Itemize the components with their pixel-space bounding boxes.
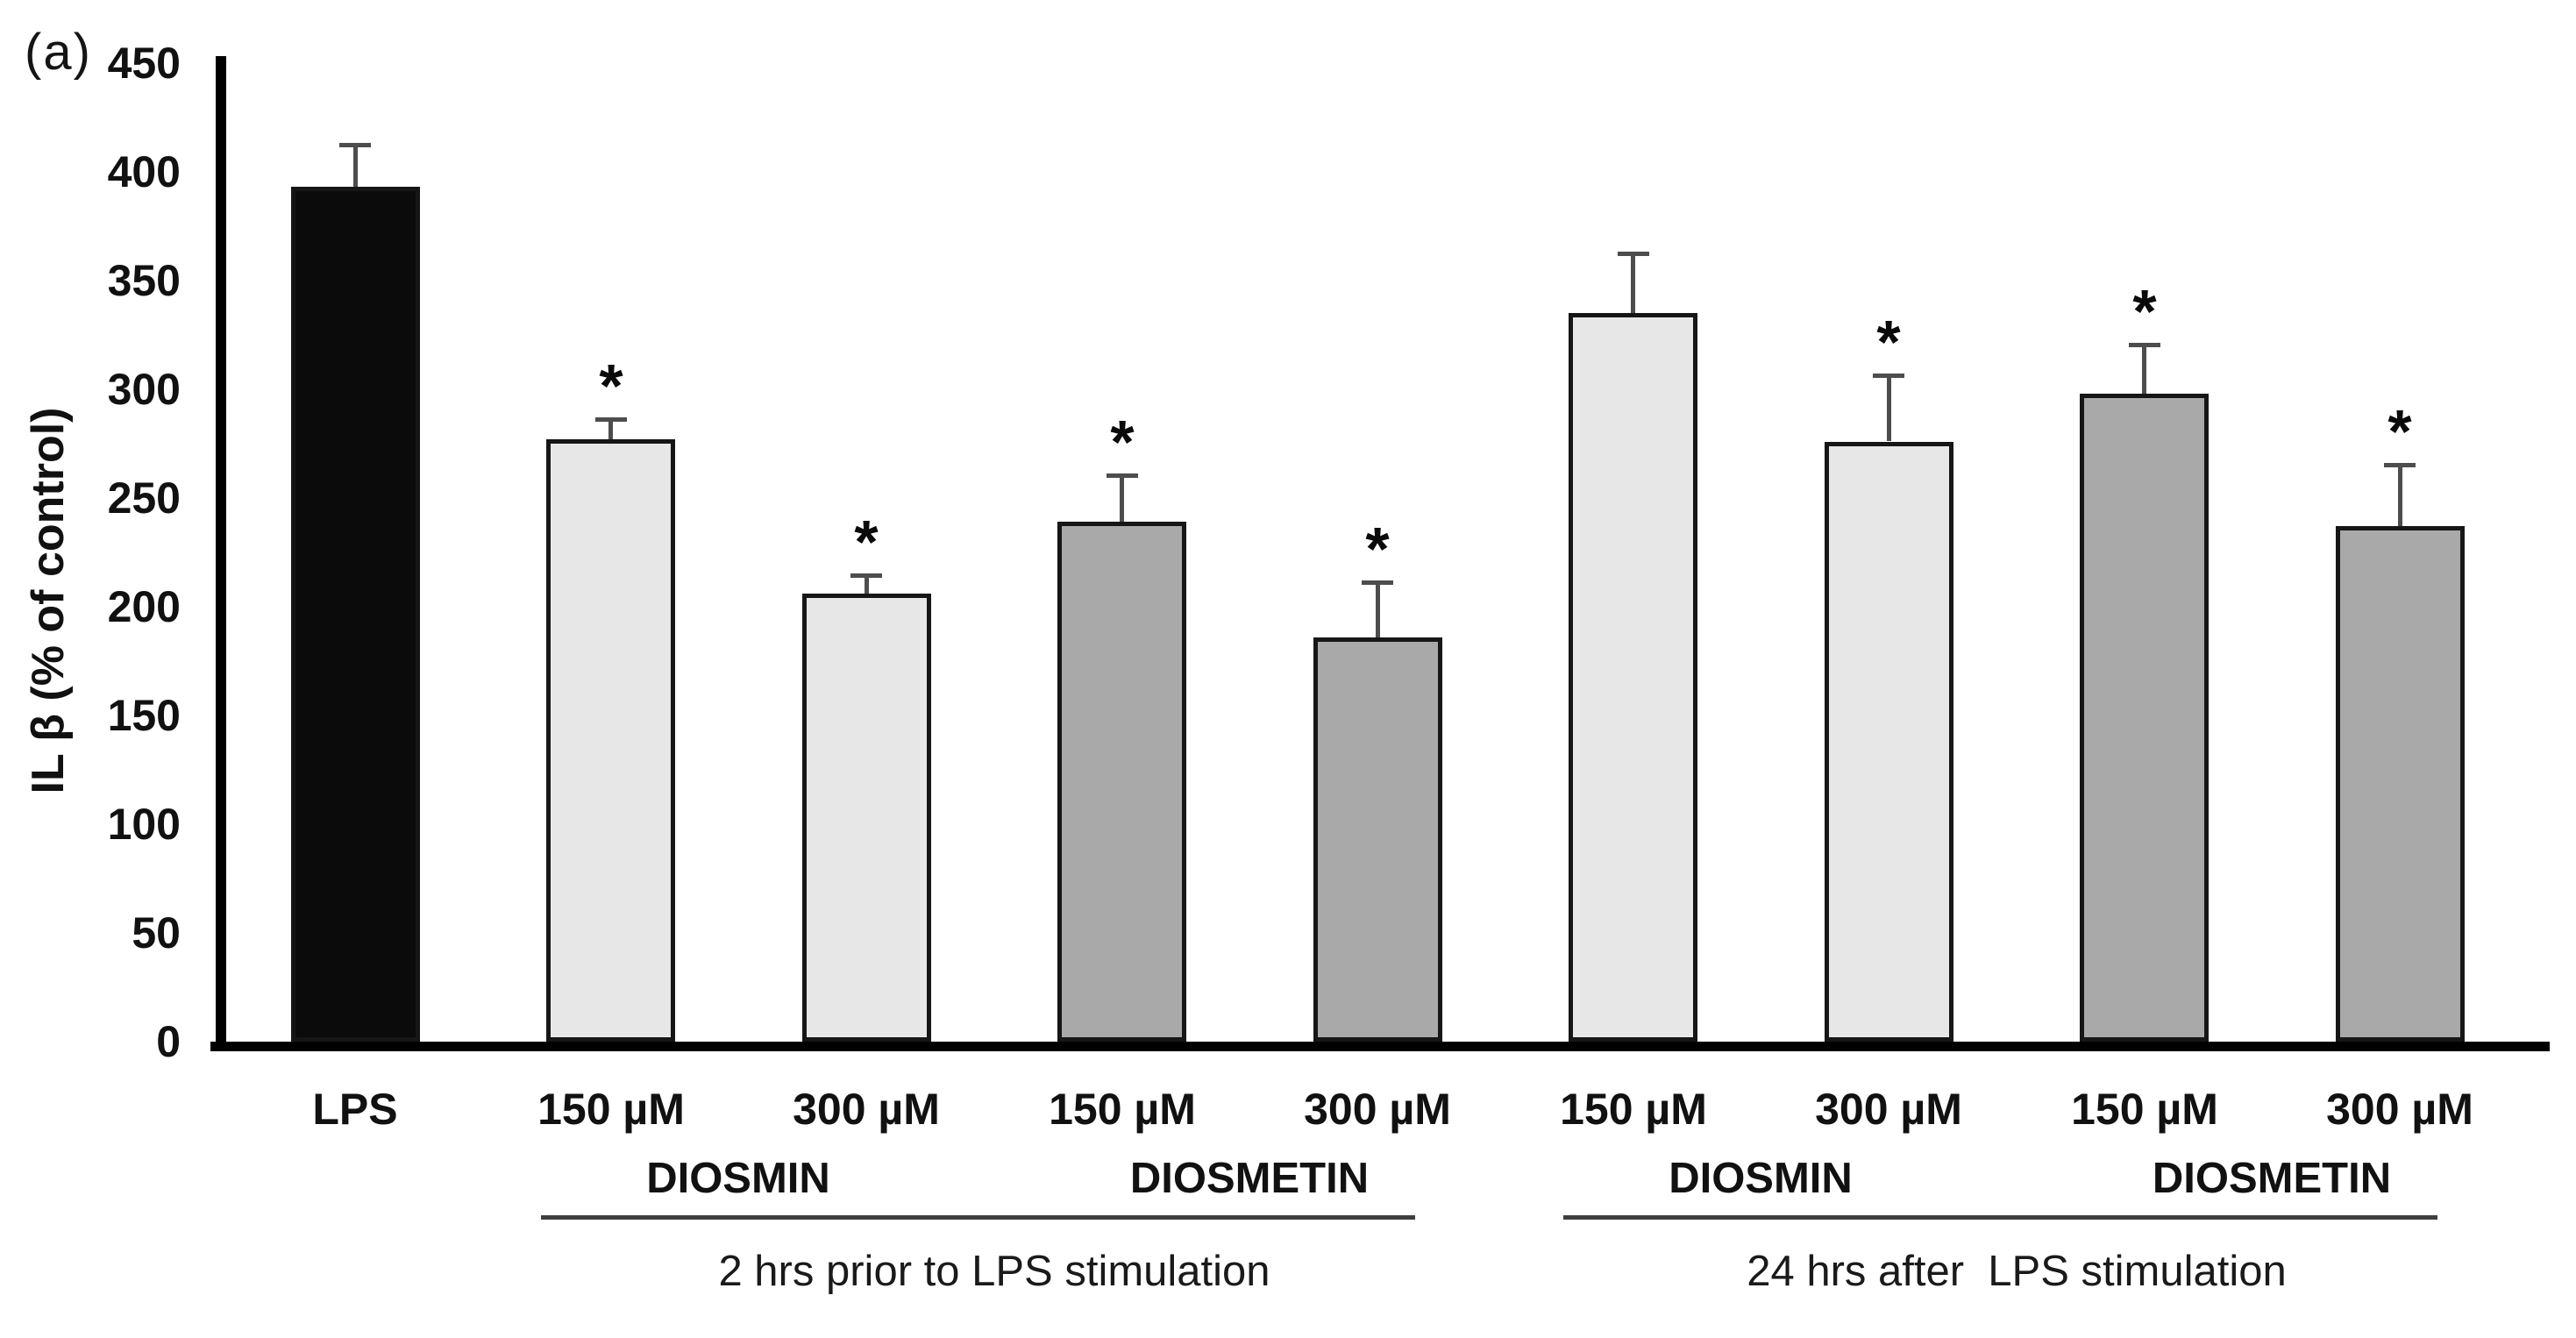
error-bar-cap: [1107, 473, 1138, 478]
x-tick-label: 150 µM: [2071, 1085, 2218, 1134]
error-bar-cap: [595, 417, 627, 422]
x-axis-line: [210, 1042, 2550, 1051]
error-bar-line: [1376, 583, 1380, 637]
bar: [1825, 442, 1953, 1042]
significance-asterisk: *: [2132, 277, 2157, 345]
x-tick-label: 150 µM: [1560, 1085, 1707, 1134]
error-bar-cap: [1873, 374, 1904, 378]
section-label: 24 hrs after LPS stimulation: [1747, 1248, 2287, 1295]
error-bar-cap: [2129, 343, 2160, 347]
group-underline: [1563, 1215, 2437, 1220]
y-tick-label: 250: [107, 473, 181, 523]
x-tick-label: 150 µM: [537, 1085, 685, 1134]
significance-asterisk: *: [1110, 408, 1135, 476]
error-bar-line: [1887, 376, 1891, 441]
error-bar-line: [865, 576, 869, 594]
error-bar-cap: [1362, 580, 1393, 585]
significance-asterisk: *: [2387, 397, 2412, 466]
bar: [1569, 313, 1697, 1042]
panel-label: (a): [25, 24, 92, 81]
error-bar-cap: [1618, 252, 1649, 256]
y-tick-label: 450: [107, 39, 181, 88]
error-bar-line: [2398, 466, 2402, 526]
group-underline: [541, 1215, 1415, 1220]
bar: [1057, 522, 1186, 1042]
x-tick-label: 300 µM: [793, 1085, 940, 1134]
y-tick-label: 200: [107, 582, 181, 631]
group-label: DIOSMETIN: [1129, 1155, 1370, 1202]
error-bar-line: [2142, 345, 2146, 394]
y-tick-label: 0: [156, 1017, 181, 1066]
group-label: DIOSMETIN: [2152, 1155, 2392, 1202]
error-bar-line: [1631, 254, 1635, 313]
significance-asterisk: *: [854, 508, 879, 576]
bar: [2080, 394, 2209, 1042]
error-bar-line: [353, 146, 358, 187]
bar: [1313, 637, 1442, 1042]
x-tick-label: LPS: [312, 1085, 398, 1134]
error-bar-cap: [2384, 463, 2416, 467]
y-tick-label: 50: [132, 908, 181, 957]
error-bar-line: [1120, 476, 1124, 522]
significance-asterisk: *: [1365, 515, 1390, 583]
x-tick-label: 300 µM: [1304, 1085, 1451, 1134]
group-label: DIOSMIN: [1669, 1155, 1853, 1202]
error-bar-line: [608, 420, 613, 439]
y-tick-label: 350: [107, 256, 181, 305]
x-tick-label: 150 µM: [1049, 1085, 1196, 1134]
y-tick-label: 400: [107, 147, 181, 196]
y-tick-label: 300: [107, 365, 181, 414]
bar: [2336, 526, 2465, 1042]
y-tick-label: 150: [107, 691, 181, 740]
bar: [546, 439, 675, 1042]
significance-asterisk: *: [599, 352, 623, 420]
x-tick-label: 300 µM: [2326, 1085, 2473, 1134]
bar: [291, 187, 420, 1042]
y-axis-line: [216, 56, 226, 1051]
y-tick-label: 100: [107, 800, 181, 849]
x-tick-label: 300 µM: [1815, 1085, 1962, 1134]
error-bar-cap: [850, 573, 882, 578]
error-bar-cap: [339, 143, 371, 147]
section-label: 2 hrs prior to LPS stimulation: [718, 1248, 1270, 1295]
bar: [802, 594, 931, 1042]
group-label: DIOSMIN: [646, 1155, 830, 1202]
significance-asterisk: *: [1876, 308, 1901, 376]
